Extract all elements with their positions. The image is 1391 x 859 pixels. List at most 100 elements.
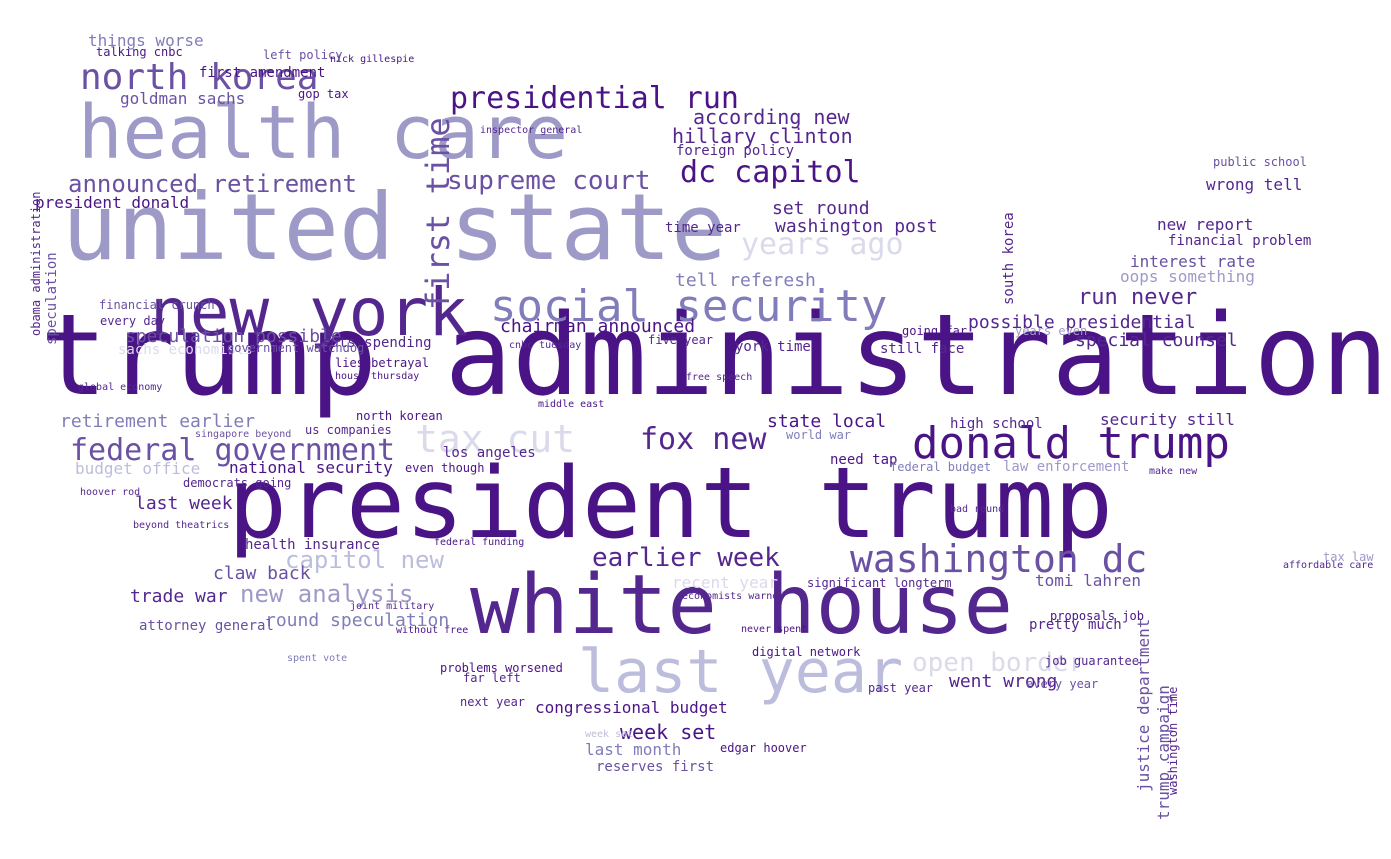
cloud-word: health insurance xyxy=(245,537,380,553)
cloud-word: democrats going xyxy=(183,476,292,490)
cloud-word: special counsel xyxy=(1075,330,1238,351)
cloud-word: fox new xyxy=(640,422,767,457)
cloud-word: sachs economists xyxy=(118,342,253,358)
cloud-word: five year xyxy=(648,333,714,347)
cloud-word: speculation xyxy=(44,252,60,345)
cloud-word: united state xyxy=(62,174,727,281)
cloud-word: week set xyxy=(620,720,717,744)
cloud-word: every year xyxy=(1026,677,1099,691)
cloud-word: financial problem xyxy=(1168,233,1312,249)
cloud-word: oops something xyxy=(1120,267,1255,286)
cloud-word: financial crunch xyxy=(99,298,215,312)
cloud-word: talking cnbc xyxy=(96,45,183,59)
cloud-word: south korea xyxy=(1001,212,1017,305)
cloud-word: last week xyxy=(135,493,233,514)
cloud-word: set round xyxy=(772,198,870,219)
cloud-word: tax cut xyxy=(415,417,576,461)
cloud-word: new analysis xyxy=(240,580,414,608)
cloud-word: congressional budget xyxy=(535,698,728,717)
cloud-word: justice department xyxy=(1134,618,1153,792)
cloud-word: affordable care xyxy=(1283,560,1374,571)
cloud-word: los angeles xyxy=(443,445,536,461)
cloud-word: national security xyxy=(229,458,393,477)
cloud-word: dc capitol xyxy=(680,155,861,190)
cloud-word: announced retirement xyxy=(68,170,357,198)
cloud-word: social security xyxy=(490,281,888,332)
cloud-word: joint military xyxy=(350,601,435,612)
cloud-word: retirement earlier xyxy=(60,411,256,432)
cloud-word: interest rate xyxy=(1130,252,1256,271)
cloud-word: years ago xyxy=(741,227,904,262)
cloud-word: foreign policy xyxy=(676,143,795,159)
cloud-word: speculation possible xyxy=(125,326,342,347)
cloud-word: middle east xyxy=(538,399,605,410)
cloud-word: chairman announced xyxy=(500,316,696,337)
cloud-word: possible presidential xyxy=(968,312,1196,333)
cloud-word: going far xyxy=(902,324,968,338)
cloud-word: white house xyxy=(470,558,1014,653)
cloud-word: budget office xyxy=(75,459,201,478)
cloud-word: nick gillespie xyxy=(330,54,415,65)
cloud-word: trade war xyxy=(130,586,228,607)
cloud-word: gop tax xyxy=(298,87,349,101)
cloud-word: claw back xyxy=(213,563,311,584)
cloud-word: never spent xyxy=(741,624,808,635)
cloud-word: president trump xyxy=(228,447,1114,561)
cloud-word: even though xyxy=(405,461,485,475)
cloud-word: proposals job xyxy=(1050,609,1144,623)
cloud-word: economists warned xyxy=(682,591,785,602)
cloud-word: earlier week xyxy=(592,543,780,573)
cloud-word: hillary clinton xyxy=(672,124,853,148)
cloud-word: north korean xyxy=(356,409,443,423)
cloud-word: world war xyxy=(786,428,852,442)
cloud-word: make new xyxy=(1149,466,1198,477)
cloud-word: trump administration xyxy=(40,291,1389,421)
cloud-word: recent year xyxy=(672,573,778,592)
cloud-word: house thursday xyxy=(335,371,420,382)
cloud-word: federal government xyxy=(70,433,396,468)
cloud-word: state local xyxy=(767,411,887,432)
cloud-word: left policy xyxy=(263,48,343,62)
cloud-word: problems worsened xyxy=(440,661,563,675)
cloud-word: donald trump xyxy=(912,418,1230,469)
cloud-word: new report xyxy=(1157,215,1254,234)
cloud-word: lies betrayal xyxy=(335,356,429,370)
cloud-word: still face xyxy=(880,341,965,357)
cloud-word: tax law xyxy=(1323,550,1374,564)
cloud-word: north korea xyxy=(80,57,319,98)
cloud-word: singapore beyond xyxy=(195,429,292,440)
cloud-word: inspector general xyxy=(480,125,583,136)
cloud-word: york time xyxy=(735,339,811,355)
cloud-word: first amendment xyxy=(199,65,326,81)
cloud-word: last year xyxy=(578,637,904,707)
cloud-word: every day xyxy=(100,314,166,328)
cloud-word: presidential run xyxy=(450,81,739,116)
cloud-word: far left xyxy=(463,671,521,685)
cloud-word: hoover rod xyxy=(80,487,141,498)
cloud-word: round speculation xyxy=(265,610,450,631)
cloud-word: things worse xyxy=(88,31,204,50)
cloud-word: significant longterm xyxy=(807,576,952,590)
cloud-word: health care xyxy=(78,90,569,176)
cloud-word: federal budget xyxy=(890,460,992,474)
cloud-word: time year xyxy=(665,220,741,236)
cloud-word: cnbc tuesday xyxy=(509,340,582,351)
cloud-word: new york xyxy=(150,274,468,351)
cloud-word: free speech xyxy=(686,372,753,383)
cloud-word: supreme court xyxy=(447,166,651,196)
cloud-word: obama administration xyxy=(29,191,43,337)
cloud-word: according new xyxy=(693,105,850,129)
cloud-word: tomi lahren xyxy=(1035,571,1141,590)
cloud-word: federal funding xyxy=(434,537,525,548)
cloud-word: next year xyxy=(460,695,526,709)
cloud-word: pretty much xyxy=(1029,617,1122,633)
cloud-word: spent vote xyxy=(287,653,348,664)
cloud-word: job guarantee xyxy=(1045,654,1139,668)
cloud-word: washington time xyxy=(1166,686,1180,795)
cloud-word: wrong tell xyxy=(1206,175,1303,194)
cloud-word: security still xyxy=(1100,410,1235,429)
cloud-word: public school xyxy=(1213,155,1307,169)
cloud-word: cuts spending xyxy=(322,335,432,351)
cloud-word: beyond theatrics xyxy=(133,520,230,531)
cloud-word: goldman sachs xyxy=(120,89,246,108)
